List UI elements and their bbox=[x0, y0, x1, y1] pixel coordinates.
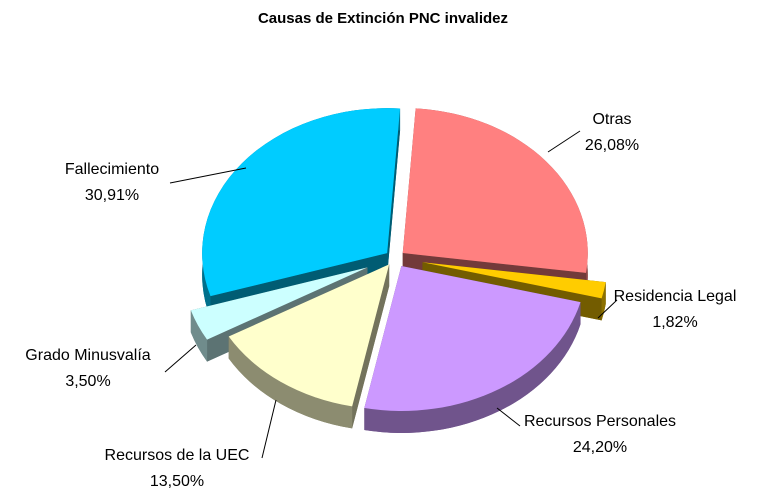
value-label: 1,82% bbox=[652, 314, 697, 331]
slice-wall bbox=[601, 282, 606, 321]
chart-title: Causas de Extinción PNC invalidez bbox=[258, 10, 508, 27]
leader-line bbox=[547, 130, 581, 153]
slice-label: Residencia Legal bbox=[614, 288, 737, 305]
slice-wall bbox=[228, 336, 353, 429]
leader-line bbox=[164, 344, 197, 373]
slice-edge bbox=[352, 264, 390, 429]
leader-line bbox=[261, 399, 277, 459]
slice-label: Otras bbox=[592, 111, 631, 128]
value-label: 3,50% bbox=[65, 373, 110, 390]
pie-slice bbox=[190, 267, 368, 340]
value-label: 13,50% bbox=[150, 473, 204, 490]
value-label: 26,08% bbox=[585, 137, 639, 154]
pie-slice bbox=[422, 262, 606, 299]
pie-slice bbox=[228, 264, 390, 407]
pie-slice bbox=[402, 108, 588, 273]
slice-wall bbox=[190, 310, 208, 362]
slice-label: Grado Minusvalía bbox=[25, 347, 150, 364]
leader-line bbox=[597, 299, 618, 319]
slice-label: Fallecimiento bbox=[65, 161, 159, 178]
slice-wall bbox=[364, 302, 581, 433]
slice-label: Recursos Personales bbox=[524, 413, 676, 430]
pie-tops bbox=[190, 108, 606, 411]
leader-line bbox=[496, 407, 521, 427]
pie-slice bbox=[202, 108, 401, 297]
slice-edge bbox=[387, 108, 401, 276]
value-label: 24,20% bbox=[573, 439, 627, 456]
labels: Otras 26,08% Residencia Legal 1,82% Recursos… bbox=[25, 111, 736, 490]
pie-slice bbox=[364, 265, 581, 411]
value-label: 30,91% bbox=[85, 187, 139, 204]
slice-label: Recursos de la UEC bbox=[105, 447, 250, 464]
leader-line bbox=[169, 167, 247, 184]
